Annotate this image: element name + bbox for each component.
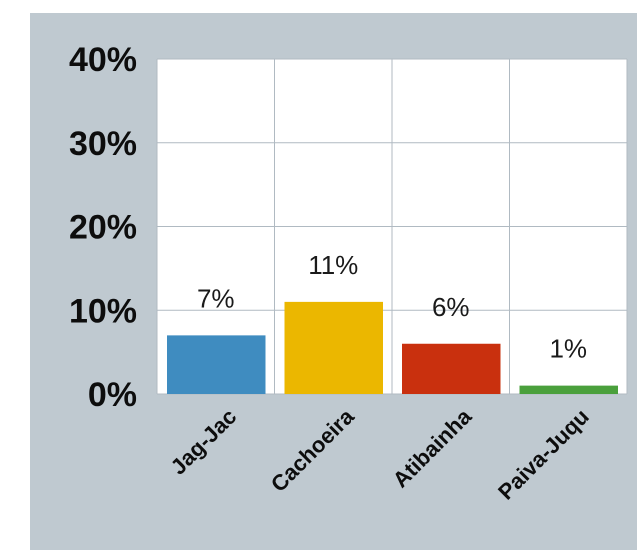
- y-tick-label: 40%: [69, 41, 137, 79]
- data-label: 1%: [549, 334, 587, 364]
- y-tick-label: 30%: [69, 125, 137, 163]
- bar-paiva-juqu: [519, 385, 618, 394]
- data-label: 11%: [308, 250, 358, 280]
- data-label: 7%: [197, 283, 235, 313]
- x-tick-label: Atibainha: [388, 403, 477, 492]
- y-tick-label: 0%: [88, 376, 137, 414]
- y-tick-label: 20%: [69, 209, 137, 247]
- bar-cachoeira: [284, 301, 383, 394]
- bar-atibainha: [402, 343, 501, 394]
- x-tick-label: Cachoeira: [266, 403, 359, 496]
- x-tick-label: Paiva-Juqu: [493, 404, 594, 505]
- data-label: 6%: [432, 292, 470, 322]
- y-tick-label: 10%: [69, 292, 137, 330]
- x-tick-label: Jag-Jac: [166, 404, 242, 480]
- bar-jag-jac: [167, 335, 266, 394]
